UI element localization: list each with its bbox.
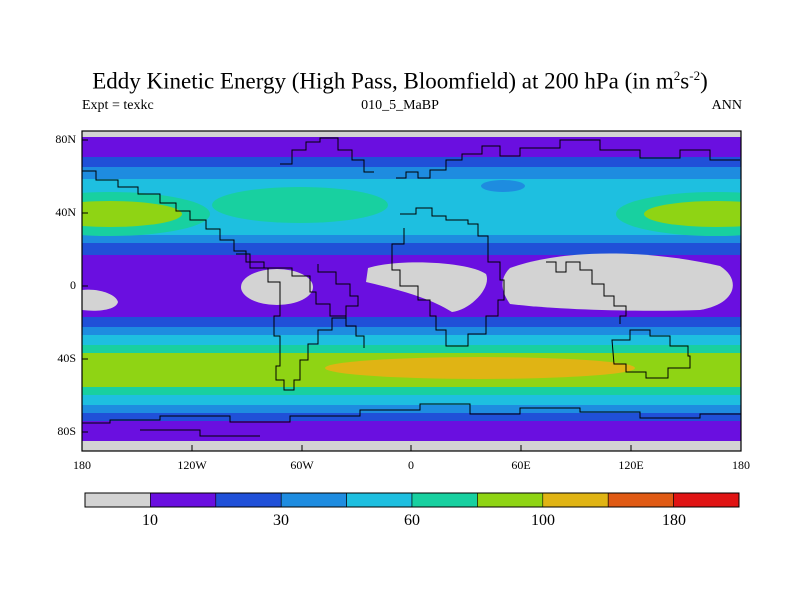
map-title: Eddy Kinetic Energy (High Pass, Bloomfie… [92, 68, 708, 94]
colorbar-swatch [477, 492, 544, 508]
band-10 [82, 137, 741, 159]
colorbar-frame [84, 492, 740, 508]
band-70-south [82, 345, 741, 355]
band-20d [82, 413, 741, 423]
colorbar-label: 10 [142, 512, 158, 529]
antarctica-coast [82, 403, 741, 424]
experiment-label: Expt = texkc [82, 98, 154, 113]
y-tick-label: 80N [55, 132, 76, 146]
eke-field [82, 131, 741, 451]
band-40-south [82, 335, 741, 347]
band-30 [82, 167, 741, 181]
band-10b [82, 421, 741, 443]
band-70c [82, 387, 741, 397]
nh-pacific-max [82, 201, 182, 227]
australia [611, 329, 691, 379]
americas-west-coast [82, 170, 365, 348]
y-tick-marks [82, 139, 88, 433]
antarctic-ice-shelf [140, 429, 260, 437]
x-tick-label: 0 [408, 458, 414, 472]
nh-pacific-max-east [644, 201, 741, 227]
band-30b [82, 235, 741, 245]
y-tick-label: 40N [55, 205, 76, 219]
colorbar-swatch [346, 492, 413, 508]
y-tick-label: 80S [57, 424, 76, 438]
coastlines [82, 137, 741, 437]
colorbar-swatch [280, 492, 347, 508]
season-label: ANN [711, 98, 742, 113]
colorbar-swatch [411, 492, 478, 508]
colorbar-swatch [215, 492, 282, 508]
colorbar-swatch [542, 492, 609, 508]
band-20 [82, 157, 741, 169]
colorbar-label: 30 [273, 512, 289, 529]
colorbar-swatch [150, 492, 217, 508]
colorbar-label: 100 [531, 512, 555, 529]
colorbar-swatch [84, 492, 151, 508]
north-america-east [280, 137, 374, 173]
band-polar-north [82, 131, 741, 139]
x-tick-label: 60W [290, 458, 314, 472]
nh-minimum [481, 180, 525, 192]
africa [391, 207, 505, 347]
x-tick-label: 180 [73, 458, 91, 472]
band-30c [82, 327, 741, 337]
band-40c [82, 395, 741, 407]
x-tick-label: 60E [511, 458, 531, 472]
nh-atlantic-track [212, 187, 388, 223]
x-tick-label: 180 [732, 458, 750, 472]
south-america [236, 253, 359, 391]
asia-south-coast [546, 261, 627, 324]
eurasia-north-coast [396, 139, 740, 179]
colorbar-swatch [607, 492, 674, 508]
colorbar-label: 180 [662, 512, 686, 529]
colorbar-swatch [673, 492, 740, 508]
low-eke-africa [366, 262, 488, 312]
y-tick-label: 40S [57, 351, 76, 365]
colorbar-label: 60 [404, 512, 420, 529]
x-tick-label: 120E [618, 458, 644, 472]
colorbar [84, 492, 740, 508]
low-eke-south-america [241, 269, 313, 305]
x-tick-marks [81, 445, 742, 451]
sh-storm-track-max [325, 357, 635, 379]
low-eke-indo-pacific [502, 253, 733, 311]
low-eke-pacific-west [82, 289, 118, 311]
y-tick-label: 0 [70, 278, 76, 292]
run-label: 010_5_MaBP [361, 98, 439, 113]
band-20c [82, 317, 741, 329]
x-tick-label: 120W [177, 458, 207, 472]
